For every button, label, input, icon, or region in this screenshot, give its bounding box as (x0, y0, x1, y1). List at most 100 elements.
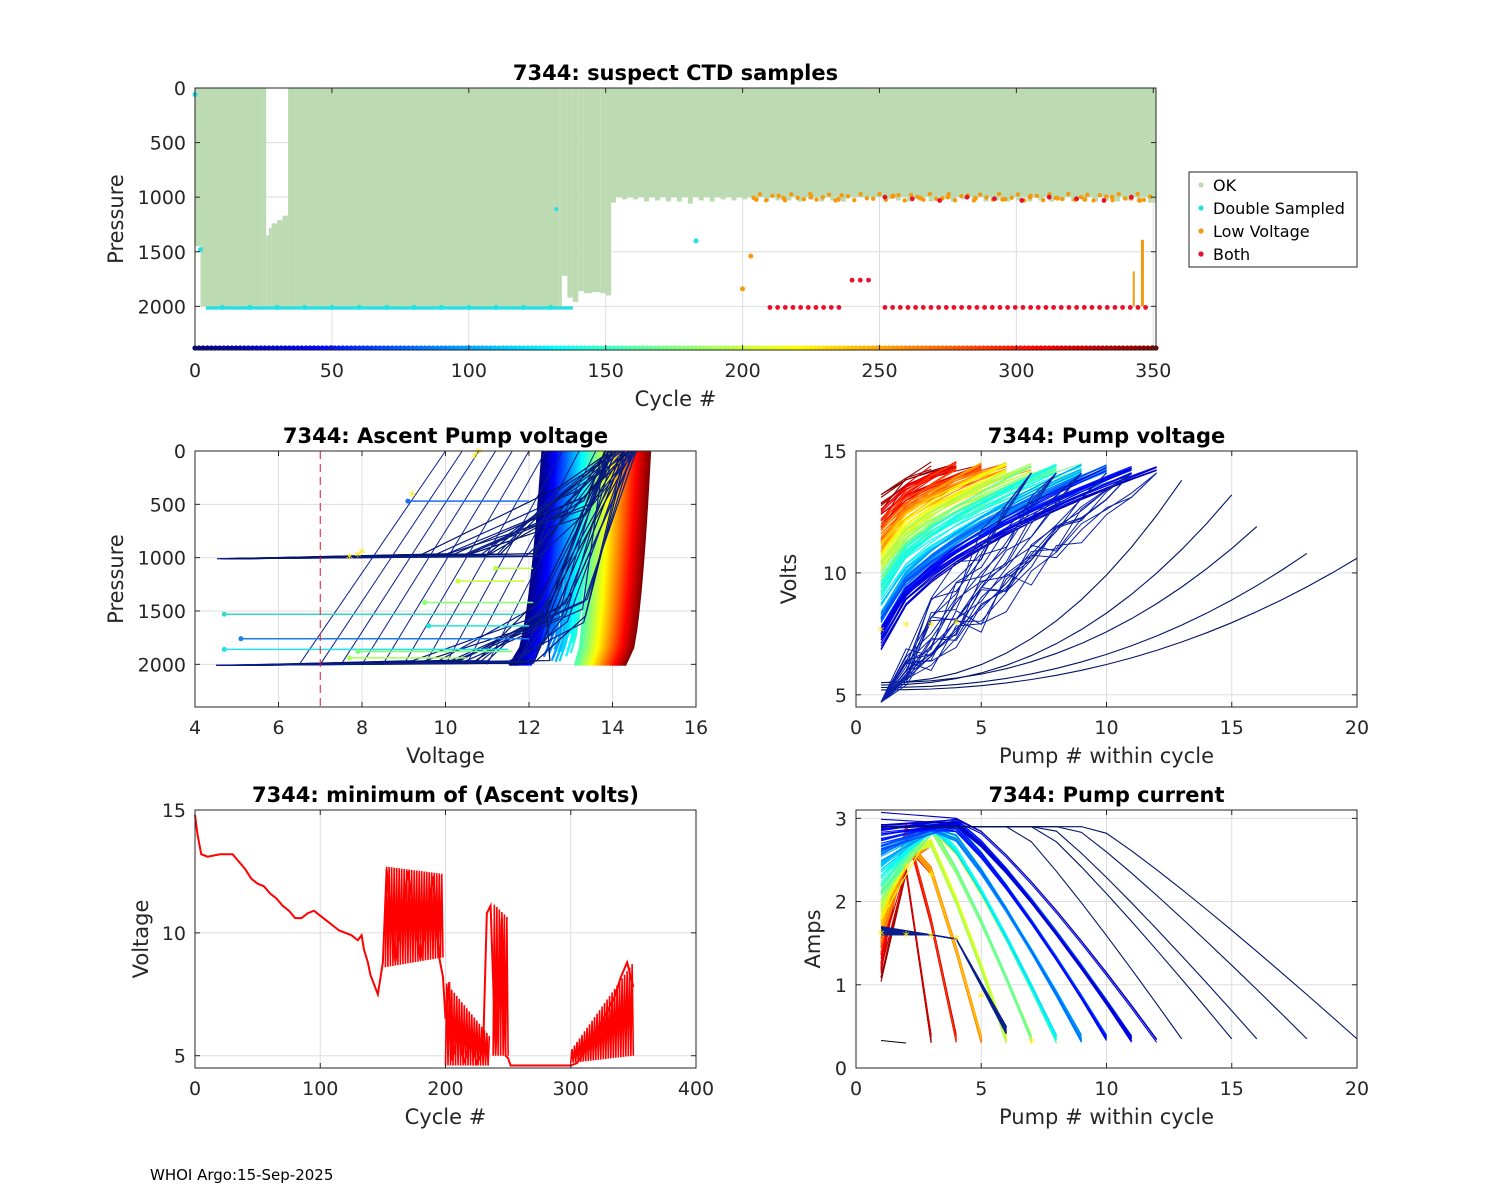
cycle-colour-point (352, 345, 358, 351)
x-tick-label: 10 (433, 717, 457, 739)
cycle-colour-point (701, 345, 707, 351)
both-point (997, 305, 1003, 310)
low-voltage-point (1078, 194, 1084, 200)
cycle-colour-point (681, 345, 687, 351)
cycle-colour-point (833, 345, 839, 351)
low-voltage-point (753, 196, 759, 202)
mid-cycle-point (405, 498, 411, 504)
low-voltage-point (902, 198, 907, 203)
low-voltage-point (1097, 193, 1103, 198)
cycle-colour-point (693, 345, 699, 351)
cycle-colour-point (705, 345, 711, 351)
cycle-colour-point (492, 345, 498, 351)
legend-label: Low Voltage (1213, 222, 1310, 241)
low-voltage-profile (340, 450, 480, 665)
low-voltage-point (978, 192, 983, 197)
cycle-colour-point (344, 345, 350, 351)
low-voltage-point (1109, 194, 1115, 200)
cycle-colour-point (972, 345, 978, 351)
x-tick-label: 6 (272, 717, 284, 739)
y-tick-label: 3 (835, 808, 847, 830)
double-sampled-point (554, 207, 559, 212)
long-cycle-line (881, 557, 1358, 691)
pump-voltage-line (880, 466, 1082, 589)
double-sampled-point (274, 304, 280, 310)
low-voltage-bar (1132, 271, 1135, 307)
cycle-colour-point (496, 345, 502, 351)
both-point (905, 305, 911, 310)
long-cycle-line (880, 472, 1132, 703)
cycle-colour-point (635, 345, 642, 351)
cycle-colour-point (1050, 345, 1056, 351)
y-tick-label: 0 (174, 441, 186, 463)
cycle-colour-point (1001, 345, 1007, 351)
low-voltage-point (1103, 194, 1109, 199)
low-voltage-point (1116, 191, 1121, 197)
both-point (1101, 198, 1107, 203)
both-point (1020, 305, 1026, 310)
cycle-colour-point (533, 345, 539, 351)
long-cycle-line (881, 494, 1233, 686)
both-point (1058, 305, 1064, 310)
cycle-colour-point (1054, 345, 1061, 351)
cycle-colour-point (763, 345, 769, 351)
both-point (928, 305, 934, 310)
cycle-colour-point (549, 345, 555, 351)
x-tick-label: 150 (588, 360, 624, 382)
both-point (937, 198, 943, 203)
low-voltage-profiles (215, 450, 637, 667)
cycle-colour-point (418, 345, 424, 351)
ok-bar (268, 227, 272, 307)
cycle-colour-point (397, 345, 403, 351)
x-axis-label: Pump # within cycle (999, 1105, 1214, 1129)
min-volts-line (194, 814, 635, 1067)
low-voltage-point (1091, 198, 1096, 203)
plot-content: * ***** (215, 446, 652, 707)
cycle-colour-point (483, 345, 490, 351)
cycle-colour-point (816, 345, 822, 351)
chart-title: 7344: suspect CTD samples (513, 61, 838, 85)
both-point (790, 305, 796, 310)
cycle-colour-point (898, 345, 904, 351)
cycle-colour-point (989, 345, 995, 351)
cycle-colour-point (196, 345, 202, 351)
x-tick-label: 300 (553, 1078, 589, 1100)
min-volts-oscillation (384, 866, 635, 1066)
min-volts-oscillation-line (492, 904, 509, 1056)
pump-current-line (881, 819, 1158, 1040)
low-voltage-point (781, 195, 787, 201)
ok-bar (266, 235, 269, 307)
cycle-colour-point (479, 345, 486, 351)
cycle-colour-point (742, 345, 748, 351)
star-marker: * (953, 617, 960, 633)
star-marker: * (471, 450, 478, 466)
cycle-colour-point (512, 345, 518, 351)
long-cycle-line (881, 552, 1308, 689)
cycle-colour-point (771, 345, 777, 351)
double-sampled-point (411, 304, 417, 310)
cycle-colour-point (410, 345, 416, 351)
low-voltage-point (945, 194, 951, 200)
double-sampled-point (521, 304, 527, 310)
ok-bar (561, 88, 568, 276)
low-voltage-point (1148, 194, 1153, 199)
low-voltage-point (795, 195, 800, 200)
low-voltage-point (870, 196, 876, 201)
low-voltage-point (890, 193, 896, 199)
low-voltage-point (858, 191, 863, 197)
y-axis-label: Voltage (129, 900, 153, 979)
cycle-colour-point (755, 345, 761, 351)
low-voltage-point (808, 194, 814, 200)
cycle-colour-point (356, 345, 362, 351)
both-point (964, 194, 970, 200)
double-sampled-point (302, 304, 308, 310)
min-volts-oscillation-line (569, 964, 635, 1064)
cycle-colour-point (1030, 345, 1036, 351)
mid-cycle-point (355, 649, 361, 655)
cycle-colour-point (976, 345, 983, 351)
low-voltage-profile (222, 450, 616, 666)
both-point (1081, 305, 1087, 310)
y-tick-label: 5 (835, 685, 847, 707)
cycle-colour-point (935, 345, 941, 351)
